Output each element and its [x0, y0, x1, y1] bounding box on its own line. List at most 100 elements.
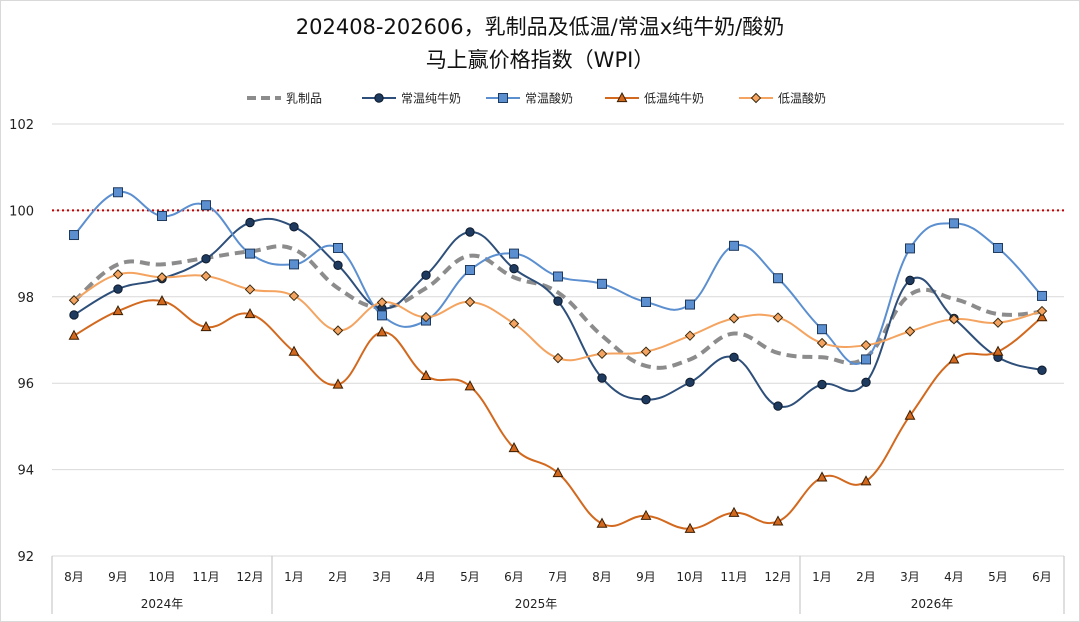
data-point [1036, 311, 1048, 322]
legend: 乳制品 常温纯牛奶 常温酸奶 低温纯牛奶 低温酸奶 [247, 91, 826, 106]
data-point [860, 339, 872, 351]
data-point [949, 218, 959, 229]
data-point [113, 284, 123, 294]
data-point [509, 248, 519, 259]
x-tick-label: 4月 [416, 570, 436, 584]
data-point [201, 200, 211, 211]
data-point [685, 377, 695, 388]
data-point [904, 326, 916, 337]
x-tick-label: 8月 [64, 570, 84, 584]
x-tick-label: 5月 [460, 570, 480, 584]
series-1 [72, 244, 1043, 370]
data-point [816, 337, 828, 349]
x-tick-label: 3月 [372, 570, 392, 584]
year-label: 2026年 [911, 597, 954, 611]
legend-label: 常温纯牛奶 [401, 91, 461, 106]
x-tick-label: 10月 [676, 570, 703, 584]
series-5 [68, 269, 1048, 364]
data-point [640, 509, 652, 520]
data-point [860, 475, 872, 486]
x-tick-label: 4月 [944, 570, 964, 584]
data-point [244, 308, 256, 319]
data-point [596, 348, 608, 360]
data-point [861, 377, 871, 388]
data-point [552, 466, 564, 478]
series-line [73, 191, 1043, 365]
y-tick-label: 98 [17, 291, 34, 306]
data-point [244, 284, 256, 295]
legend-item: 常温酸奶 [486, 91, 573, 106]
data-point [640, 346, 652, 357]
x-tick-label: 1月 [812, 570, 832, 584]
data-point [464, 296, 476, 308]
x-tick-label: 10月 [148, 570, 175, 584]
data-point [289, 222, 299, 232]
x-tick-label: 12月 [764, 570, 791, 584]
data-point [728, 506, 740, 517]
x-tick-label: 2月 [856, 570, 876, 584]
x-tick-label: 2月 [328, 570, 348, 584]
data-point [596, 517, 608, 528]
data-point [641, 394, 651, 405]
data-point [597, 373, 607, 383]
data-point [817, 379, 827, 390]
data-point [420, 311, 432, 323]
legend-item: 低温酸奶 [739, 91, 826, 106]
data-point [1036, 305, 1048, 317]
data-point [465, 265, 475, 276]
x-tick-label: 6月 [1032, 570, 1052, 584]
data-point [641, 296, 651, 307]
x-tick-label: 5月 [988, 570, 1008, 584]
x-tick-label: 11月 [192, 570, 219, 584]
data-point [332, 378, 344, 389]
data-point [948, 314, 960, 325]
data-point [157, 211, 167, 222]
data-point [817, 324, 827, 335]
data-point [156, 272, 168, 283]
data-point [992, 317, 1004, 328]
series-2 [69, 217, 1047, 411]
data-point [772, 515, 784, 526]
data-point [728, 313, 740, 324]
legend-marker [750, 92, 762, 104]
x-tick-label: 9月 [108, 570, 128, 584]
data-point [1037, 365, 1047, 375]
data-point [992, 345, 1004, 356]
data-point [332, 325, 344, 336]
series-4 [68, 295, 1048, 533]
data-point [245, 248, 255, 259]
data-point [376, 326, 388, 337]
data-point [333, 242, 343, 253]
data-point [420, 369, 432, 380]
data-point [289, 259, 299, 270]
data-point [421, 270, 431, 280]
data-point [288, 290, 300, 302]
data-point [729, 352, 739, 362]
legend-label: 乳制品 [286, 92, 322, 106]
x-tick-label: 6月 [504, 570, 524, 584]
data-point [508, 441, 520, 453]
data-point [68, 329, 80, 340]
data-point [993, 242, 1003, 253]
legend-item: 常温纯牛奶 [362, 91, 461, 106]
legend-label: 低温酸奶 [778, 91, 826, 106]
data-point [552, 352, 564, 364]
data-point [200, 320, 212, 332]
x-tick-label: 11月 [720, 570, 747, 584]
x-axis: 8月 9月 10月 11月 12月 1月 2月 3月 4月 5月 6月 7月 8月 9月 10月 11月 12月… [51, 556, 1065, 614]
data-point [729, 240, 739, 251]
data-point [288, 345, 300, 356]
data-point [333, 260, 343, 270]
y-tick-label: 100 [9, 204, 34, 219]
legend-item: 低温纯牛奶 [605, 91, 704, 106]
y-tick-label: 92 [17, 550, 34, 565]
data-point [69, 310, 79, 320]
x-tick-label: 12月 [236, 570, 263, 584]
series-3 [69, 187, 1047, 365]
legend-label: 低温纯牛奶 [644, 91, 704, 106]
data-point [684, 330, 696, 341]
data-point [69, 230, 79, 241]
x-tick-label: 3月 [900, 570, 920, 584]
